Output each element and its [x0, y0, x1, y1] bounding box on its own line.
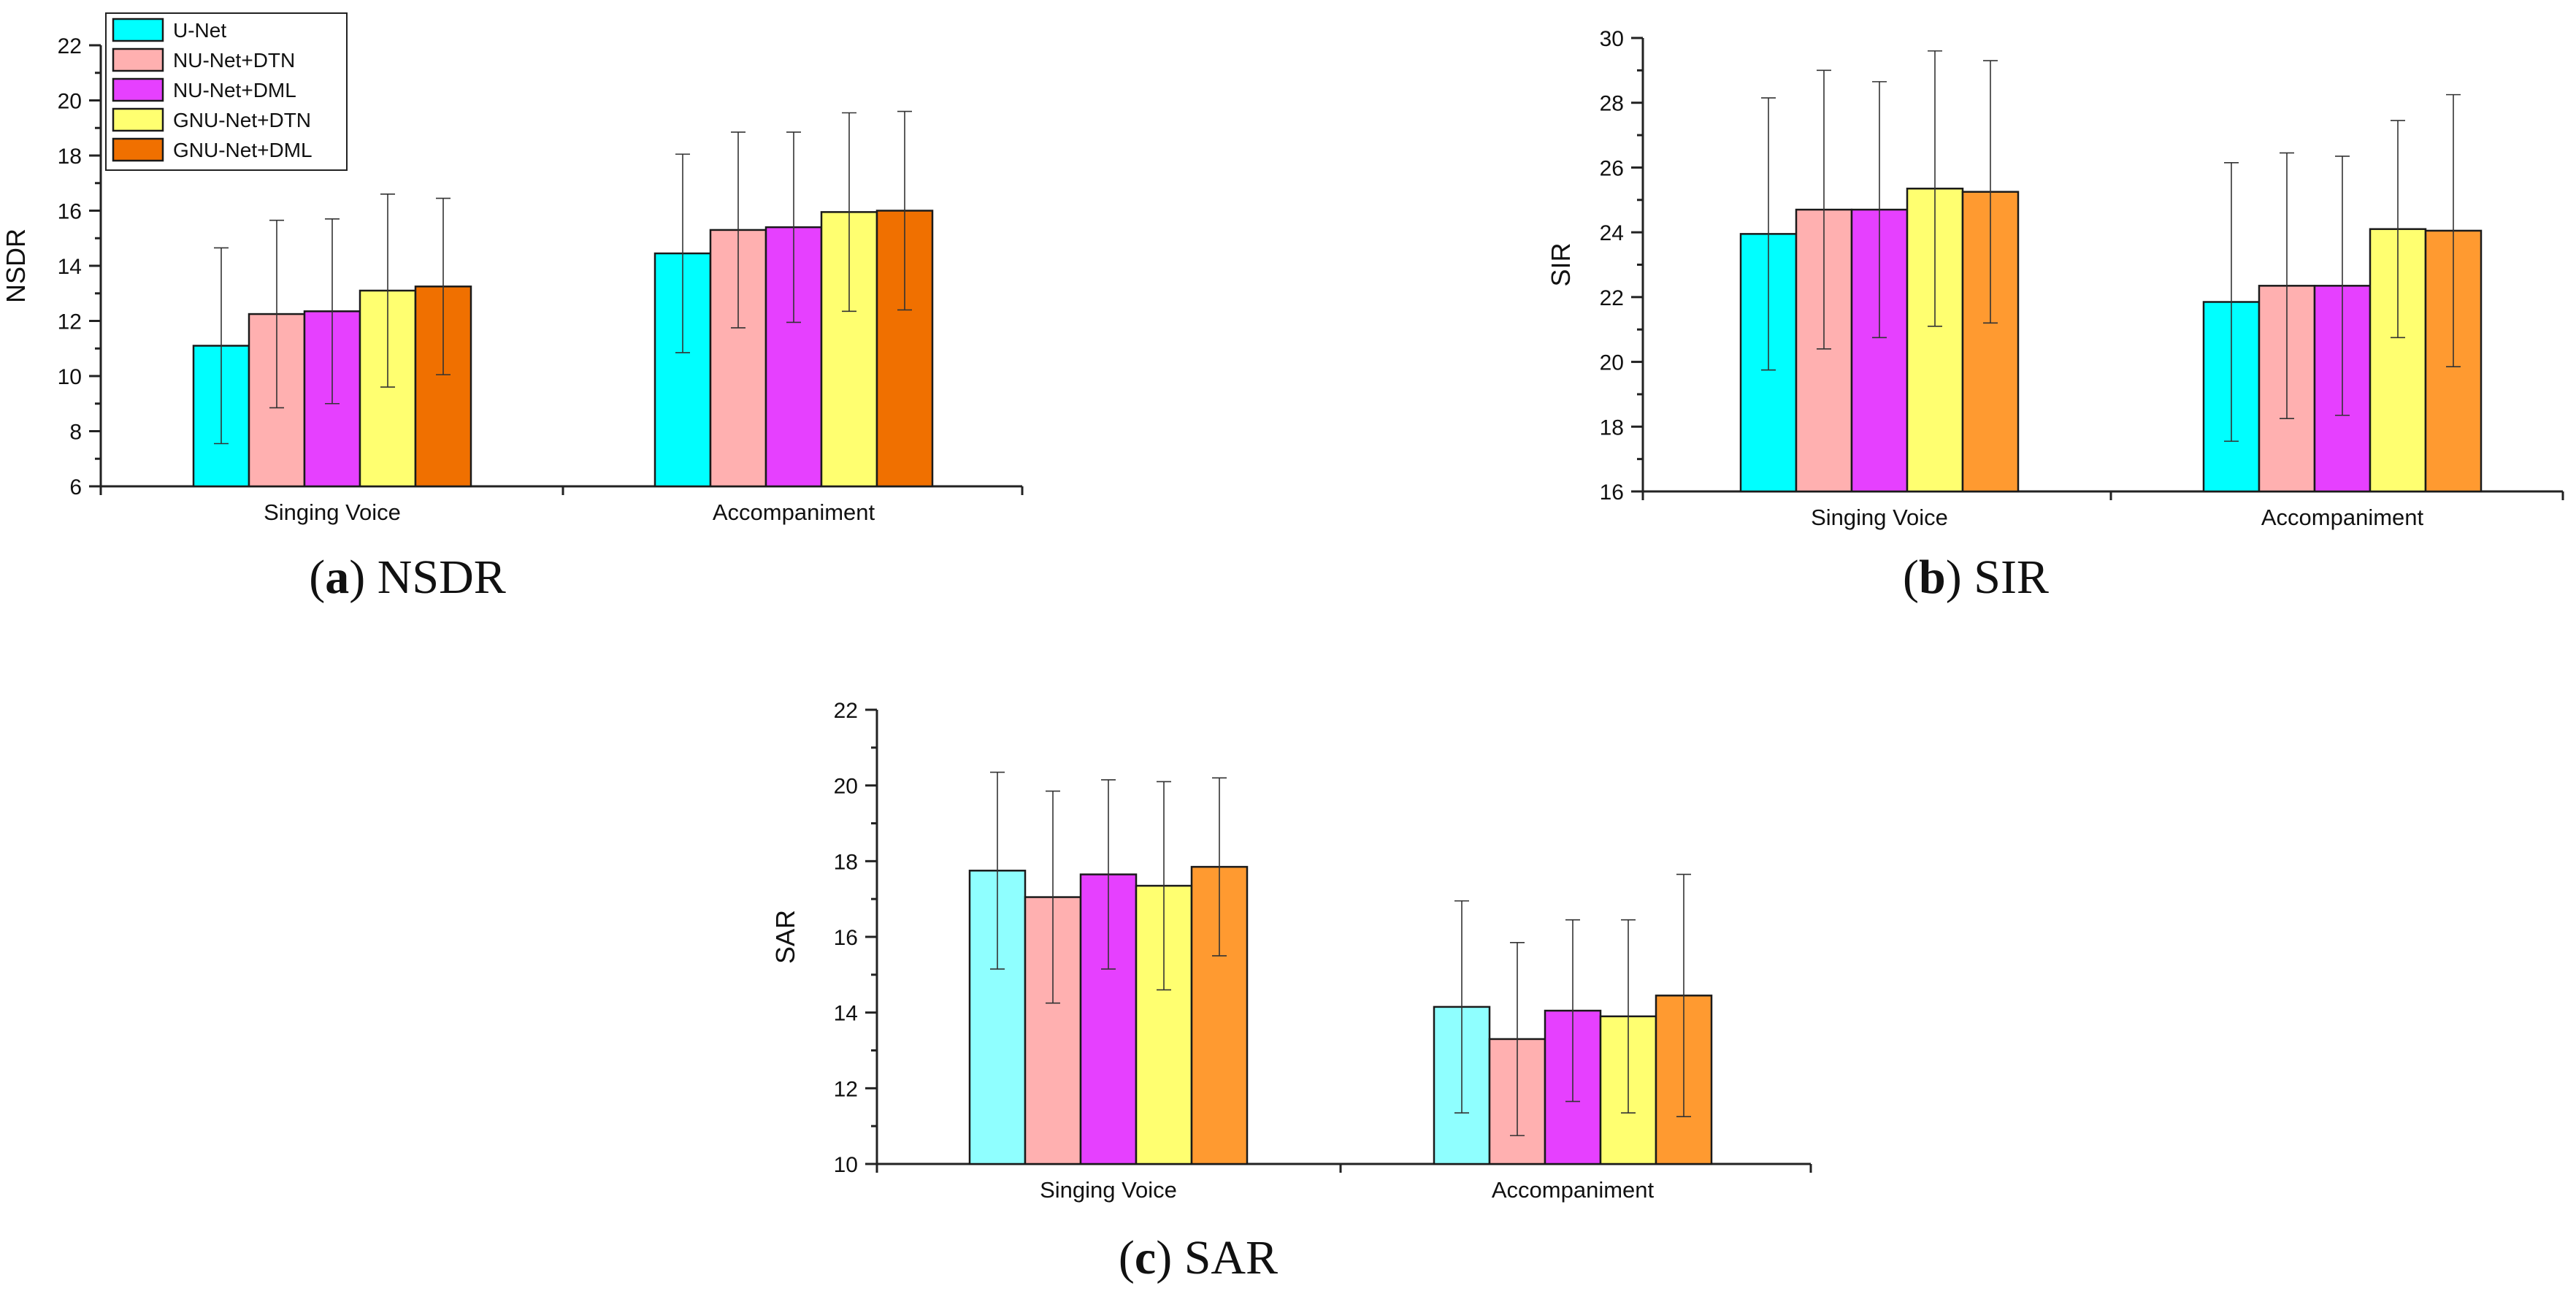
y-tick-label: 8	[69, 421, 82, 445]
y-tick-label: 22	[58, 34, 82, 58]
legend-label: GNU-Net+DML	[173, 139, 313, 161]
y-tick-label: 16	[834, 926, 858, 950]
y-tick-label: 10	[834, 1153, 858, 1177]
caption-paren-open: (	[1903, 551, 1919, 604]
legend-label: NU-Net+DML	[173, 79, 296, 101]
caption-paren-close: )	[349, 551, 377, 604]
y-tick-label: 16	[1600, 480, 1624, 505]
legend-label: GNU-Net+DTN	[173, 109, 311, 131]
legend-swatch	[112, 137, 164, 162]
category-label: Singing Voice	[1040, 1177, 1177, 1203]
legend-swatch	[112, 107, 164, 132]
legend-label: NU-Net+DTN	[173, 49, 295, 72]
category-label: Singing Voice	[264, 499, 401, 525]
caption-text: NSDR	[377, 551, 506, 604]
y-tick-label: 18	[834, 850, 858, 874]
y-tick-label: 18	[1600, 415, 1624, 440]
caption-letter: c	[1135, 1231, 1156, 1284]
category-label: Accompaniment	[713, 499, 875, 525]
caption-text: SAR	[1184, 1231, 1278, 1284]
legend-swatch	[112, 18, 164, 42]
y-tick-label: 26	[1600, 156, 1624, 180]
y-tick-label: 14	[834, 1002, 858, 1026]
legend: U-Net NU-Net+DTN NU-Net+DML GNU-Net+DTN GNU-…	[105, 12, 348, 171]
y-tick-label: 22	[1600, 286, 1624, 310]
y-tick-label: 28	[1600, 92, 1624, 116]
y-tick-label: 12	[834, 1077, 858, 1101]
legend-swatch	[112, 77, 164, 102]
panel-caption: (a) NSDR	[309, 551, 506, 604]
category-label: Accompaniment	[1492, 1177, 1655, 1203]
legend-swatch	[112, 47, 164, 72]
y-tick-label: 18	[58, 145, 82, 169]
caption-text: SIR	[1974, 551, 2049, 604]
panel-sir: 16 18 20 22 24 26 28 30 SIR Singing Voice Accompan…	[1546, 27, 2564, 604]
caption-letter: a	[325, 551, 349, 604]
y-axis-title: SIR	[1546, 242, 1576, 286]
bar	[820, 211, 878, 488]
y-axis-title: NSDR	[1, 229, 31, 303]
y-tick-label: 12	[58, 310, 82, 334]
legend-label: U-Net	[173, 19, 226, 42]
caption-paren-close: )	[1946, 551, 1974, 604]
y-axis-title: SAR	[770, 910, 800, 964]
y-tick-label: 20	[834, 775, 858, 799]
panel-sar: 10 12 14 16 18 20 22 SAR Singing Voice Accompanim…	[770, 699, 1812, 1284]
y-tick-label: 14	[58, 255, 82, 279]
panel-caption: (b) SIR	[1903, 551, 2049, 604]
y-tick-label: 6	[69, 475, 82, 499]
y-tick-label: 20	[1600, 351, 1624, 375]
caption-paren-open: (	[309, 551, 325, 604]
y-tick-label: 20	[58, 90, 82, 114]
category-label: Singing Voice	[1811, 505, 1948, 530]
y-tick-label: 16	[58, 200, 82, 224]
y-tick-label: 10	[58, 365, 82, 389]
panel-nsdr: 6 8 10 12 14 16 18 20 22 NSDR Singing Voice Accompa…	[1, 34, 1024, 604]
panel-caption: (c) SAR	[1119, 1231, 1278, 1284]
y-tick-label: 22	[834, 699, 858, 723]
caption-paren-open: (	[1119, 1231, 1135, 1284]
y-tick-label: 30	[1600, 27, 1624, 51]
category-label: Accompaniment	[2261, 505, 2424, 530]
y-tick-label: 24	[1600, 221, 1624, 245]
caption-letter: b	[1919, 551, 1946, 604]
caption-paren-close: )	[1156, 1231, 1184, 1284]
